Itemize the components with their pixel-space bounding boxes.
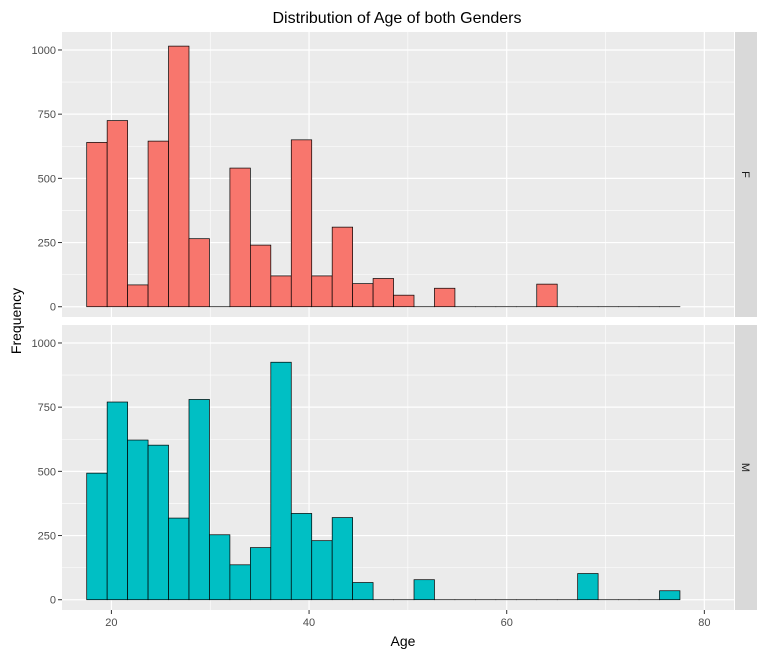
histogram-bar [331,517,353,601]
x-axis: 20 40 60 80 [105,610,710,629]
histogram-bar [393,294,415,308]
y-tick-label: 1000 [32,45,56,57]
histogram-bar [311,275,333,308]
histogram-bar [168,517,190,601]
histogram-bar [290,139,313,308]
chart-title: Distribution of Age of both Genders [272,10,521,27]
y-tick-label: 1000 [32,338,56,350]
histogram-bar [270,361,292,601]
histogram-bar [127,439,149,601]
histogram-bar [413,579,435,601]
y-tick-label: 750 [38,402,56,414]
histogram-bar [659,590,681,601]
y-tick-label: 0 [50,595,56,607]
histogram-bar [250,244,272,308]
histogram-bar [168,45,190,308]
histogram-bar [352,582,374,601]
facet-panel-F: 0 250 500 750 1000 F [32,32,757,317]
histogram-bar [290,513,313,601]
facet-strip-label: F [739,171,751,178]
y-tick-label: 500 [38,173,56,185]
histogram-bar [352,283,374,308]
y-tick-label: 500 [38,466,56,478]
facet-strip [735,325,757,610]
y-axis-title: Frequency [8,288,24,354]
histogram-bar [434,287,456,308]
histogram-bar [188,399,210,601]
facet-strip-label: M [739,463,751,472]
histogram-bar [270,275,292,308]
histogram-bar [147,140,169,308]
histogram-bar [577,573,599,601]
y-tick-label: 750 [38,109,56,121]
histogram-bar [86,142,108,308]
histogram-bar [147,444,169,601]
y-tick-label: 250 [38,238,56,250]
histogram-bar [372,278,394,308]
facet-panels: 0 250 500 750 1000 F 0 250 500 750 1000 M [32,32,757,610]
histogram-bar [209,534,231,601]
histogram-bar [250,547,272,601]
histogram-bar [536,283,558,308]
histogram-bar [106,401,128,601]
x-axis-title: Age [391,633,416,649]
x-tick-label: 40 [303,617,315,629]
histogram-bar [106,120,128,308]
histogram-bar [188,238,210,308]
facet-panel-M: 0 250 500 750 1000 M [32,325,757,610]
y-tick-label: 250 [38,531,56,543]
histogram-bar [311,540,333,601]
x-tick-label: 60 [501,617,513,629]
histogram-bar [229,167,251,308]
facet-strip [735,32,757,317]
histogram-bar [331,226,353,308]
x-tick-label: 20 [105,617,117,629]
histogram-bar [229,564,251,601]
histogram-bar [86,472,108,601]
y-tick-label: 0 [50,302,56,314]
x-tick-label: 80 [698,617,710,629]
histogram-bar [127,284,149,308]
